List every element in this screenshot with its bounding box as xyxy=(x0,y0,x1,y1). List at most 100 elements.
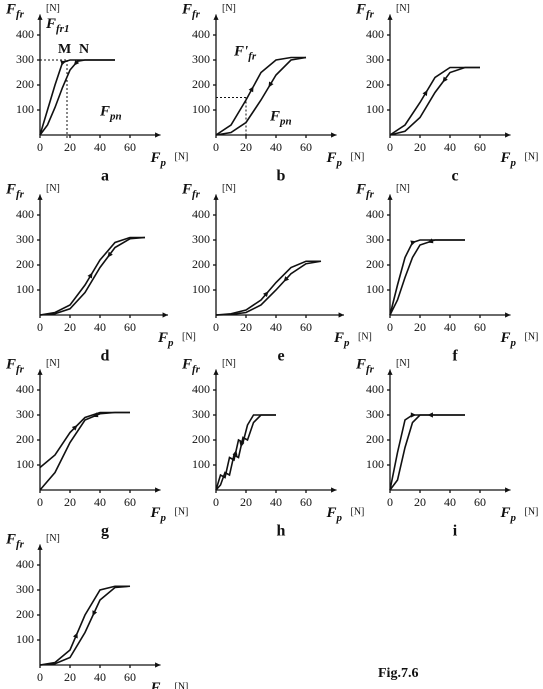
y-axis-unit: [N] xyxy=(222,3,236,14)
y-tick-label: 300 xyxy=(16,52,34,66)
y-tick-label: 200 xyxy=(16,257,34,271)
curve xyxy=(39,236,145,316)
curve xyxy=(215,414,276,491)
x-axis-label-main: F xyxy=(326,505,337,521)
y-axis-label-main: F xyxy=(181,357,192,373)
y-axis-label-sub: fr xyxy=(192,188,201,200)
curve xyxy=(39,59,115,136)
annotation-sub: pn xyxy=(109,110,122,122)
axis-arrow xyxy=(338,312,344,318)
y-tick-label: 400 xyxy=(366,27,384,41)
y-tick-label: 300 xyxy=(16,407,34,421)
x-axis-label: Fp xyxy=(150,505,167,523)
x-axis-unit: [N] xyxy=(175,151,189,162)
axis-arrow xyxy=(505,132,511,138)
direction-arrow xyxy=(427,238,434,244)
curve xyxy=(215,260,322,316)
axis-arrow xyxy=(505,487,511,493)
y-axis-label: Ffr xyxy=(355,182,375,200)
x-tick-label: 40 xyxy=(94,670,106,684)
curve xyxy=(215,414,276,491)
x-axis-unit: [N] xyxy=(525,506,539,517)
x-tick-label: 60 xyxy=(474,140,486,154)
x-axis-label: Fp xyxy=(157,330,174,348)
x-axis-label-sub: p xyxy=(160,157,167,169)
direction-arrow xyxy=(60,60,67,66)
curve xyxy=(389,239,465,316)
y-axis-unit: [N] xyxy=(46,183,60,194)
y-axis-label-main: F xyxy=(355,357,366,373)
y-axis-label-sub: fr xyxy=(366,188,375,200)
y-tick-label: 200 xyxy=(192,257,210,271)
direction-arrow xyxy=(263,291,269,298)
x-axis-unit: [N] xyxy=(525,151,539,162)
y-axis-label: Ffr xyxy=(355,357,375,375)
y-axis-label-main: F xyxy=(355,2,366,18)
direction-arrow xyxy=(442,76,448,83)
y-tick-label: 100 xyxy=(366,102,384,116)
axis-arrow xyxy=(505,312,511,318)
x-axis-label-sub: p xyxy=(510,337,517,349)
x-axis-label: Fp xyxy=(500,150,517,168)
y-axis-label-main: F xyxy=(5,532,16,548)
y-axis-label: Ffr xyxy=(181,2,201,20)
y-tick-label: 100 xyxy=(192,457,210,471)
direction-arrow xyxy=(73,632,78,639)
x-axis-label: Fp xyxy=(150,150,167,168)
x-axis-label: Fp xyxy=(500,330,517,348)
x-tick-label: 0 xyxy=(387,495,393,509)
y-axis-label: Ffr xyxy=(5,182,25,200)
direction-arrow xyxy=(92,412,99,418)
x-axis-label-sub: p xyxy=(343,337,350,349)
x-tick-label: 0 xyxy=(37,495,43,509)
x-tick-label: 40 xyxy=(444,320,456,334)
y-axis-label-main: F xyxy=(181,2,192,18)
x-tick-label: 40 xyxy=(270,320,282,334)
axis-arrow xyxy=(37,369,43,375)
y-tick-label: 400 xyxy=(16,382,34,396)
panel-letter: i xyxy=(453,523,458,540)
axis-arrow xyxy=(387,194,393,200)
y-tick-label: 200 xyxy=(366,432,384,446)
x-axis-unit: [N] xyxy=(358,331,372,342)
x-axis-label-sub: p xyxy=(160,512,167,524)
direction-arrow xyxy=(87,272,93,279)
y-axis-label: Ffr xyxy=(181,182,201,200)
direction-arrow xyxy=(268,81,274,88)
x-tick-label: 0 xyxy=(213,495,219,509)
y-tick-label: 100 xyxy=(366,282,384,296)
panel-letter: e xyxy=(277,348,284,365)
y-tick-label: 400 xyxy=(16,27,34,41)
axis-arrow xyxy=(331,132,337,138)
x-tick-label: 20 xyxy=(240,140,252,154)
axis-arrow xyxy=(162,312,168,318)
curve xyxy=(39,411,130,491)
x-axis-label-main: F xyxy=(157,330,168,346)
x-tick-label: 60 xyxy=(300,495,312,509)
y-axis-unit: [N] xyxy=(222,183,236,194)
x-axis-label-main: F xyxy=(150,680,161,689)
y-axis-unit: [N] xyxy=(396,183,410,194)
figure-caption: Fig.7.6 xyxy=(378,666,418,681)
axis-arrow xyxy=(155,487,161,493)
panel-letter: c xyxy=(451,168,458,185)
x-tick-label: 60 xyxy=(124,320,136,334)
x-tick-label: 20 xyxy=(64,140,76,154)
axis-arrow xyxy=(213,194,219,200)
y-axis-label: Ffr xyxy=(181,357,201,375)
x-axis-label-main: F xyxy=(326,150,337,166)
direction-arrow xyxy=(71,425,78,431)
direction-arrow xyxy=(283,276,290,282)
x-tick-label: 40 xyxy=(444,140,456,154)
direction-arrow xyxy=(107,251,113,258)
x-axis-label-sub: p xyxy=(336,157,343,169)
y-axis-unit: [N] xyxy=(46,3,60,14)
x-tick-label: 20 xyxy=(64,670,76,684)
y-tick-label: 400 xyxy=(366,382,384,396)
x-axis-label: Fp xyxy=(150,680,167,689)
y-tick-label: 400 xyxy=(192,207,210,221)
x-tick-label: 60 xyxy=(474,495,486,509)
curve xyxy=(215,56,306,136)
y-tick-label: 100 xyxy=(192,102,210,116)
